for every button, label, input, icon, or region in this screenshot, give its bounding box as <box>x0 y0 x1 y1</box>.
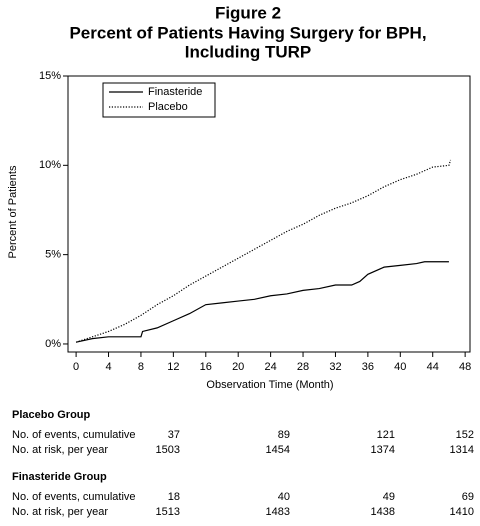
x-tick-label: 32 <box>329 361 341 373</box>
y-tick-label: 15% <box>39 70 61 82</box>
y-tick-label: 0% <box>45 338 61 350</box>
table-cell: 49 <box>383 491 395 503</box>
table-cell: 1483 <box>266 506 290 518</box>
x-tick-label: 36 <box>362 361 374 373</box>
table-cell: 152 <box>456 429 474 441</box>
table-cell: 1513 <box>156 506 180 518</box>
x-tick-label: 20 <box>232 361 244 373</box>
table-cell: 89 <box>278 429 290 441</box>
x-tick-label: 48 <box>459 361 471 373</box>
table-cell: 1503 <box>156 444 180 456</box>
x-tick-label: 16 <box>200 361 212 373</box>
x-tick-label: 12 <box>167 361 179 373</box>
table-cell: 40 <box>278 491 290 503</box>
legend-box <box>102 82 216 118</box>
x-tick-label: 8 <box>138 361 144 373</box>
group-title: Placebo Group <box>12 409 91 421</box>
x-tick-label: 4 <box>105 361 111 373</box>
series-line <box>75 261 449 343</box>
x-tick-label: 0 <box>73 361 79 373</box>
series-line <box>75 159 452 343</box>
x-tick-label: 40 <box>394 361 406 373</box>
x-tick-label: 44 <box>427 361 439 373</box>
chart-subtitle: Including TURP <box>185 42 312 61</box>
table-cell: 1438 <box>371 506 395 518</box>
legend-label: Placebo <box>148 101 188 113</box>
row-label: No. of events, cumulative <box>12 429 136 441</box>
group-title: Finasteride Group <box>12 471 107 483</box>
y-axis-label: Percent of Patients <box>7 165 19 258</box>
table-cell: 69 <box>462 491 474 503</box>
table-cell: 1410 <box>450 506 474 518</box>
table-cell: 121 <box>377 429 395 441</box>
y-tick-label: 5% <box>45 249 61 261</box>
chart-title: Figure 2 <box>215 3 281 22</box>
plot-frame <box>67 75 471 353</box>
table-cell: 1374 <box>371 444 395 456</box>
table-cell: 1314 <box>450 444 474 456</box>
y-tick-label: 10% <box>39 159 61 171</box>
x-axis-label: Observation Time (Month) <box>206 379 333 391</box>
chart-subtitle: Percent of Patients Having Surgery for B… <box>69 23 426 42</box>
table-cell: 37 <box>168 429 180 441</box>
legend-label: Finasteride <box>148 86 202 98</box>
row-label: No. of events, cumulative <box>12 491 136 503</box>
x-tick-label: 28 <box>297 361 309 373</box>
x-tick-label: 24 <box>264 361 276 373</box>
row-label: No. at risk, per year <box>12 444 108 456</box>
table-cell: 1454 <box>266 444 290 456</box>
row-label: No. at risk, per year <box>12 506 108 518</box>
table-cell: 18 <box>168 491 180 503</box>
